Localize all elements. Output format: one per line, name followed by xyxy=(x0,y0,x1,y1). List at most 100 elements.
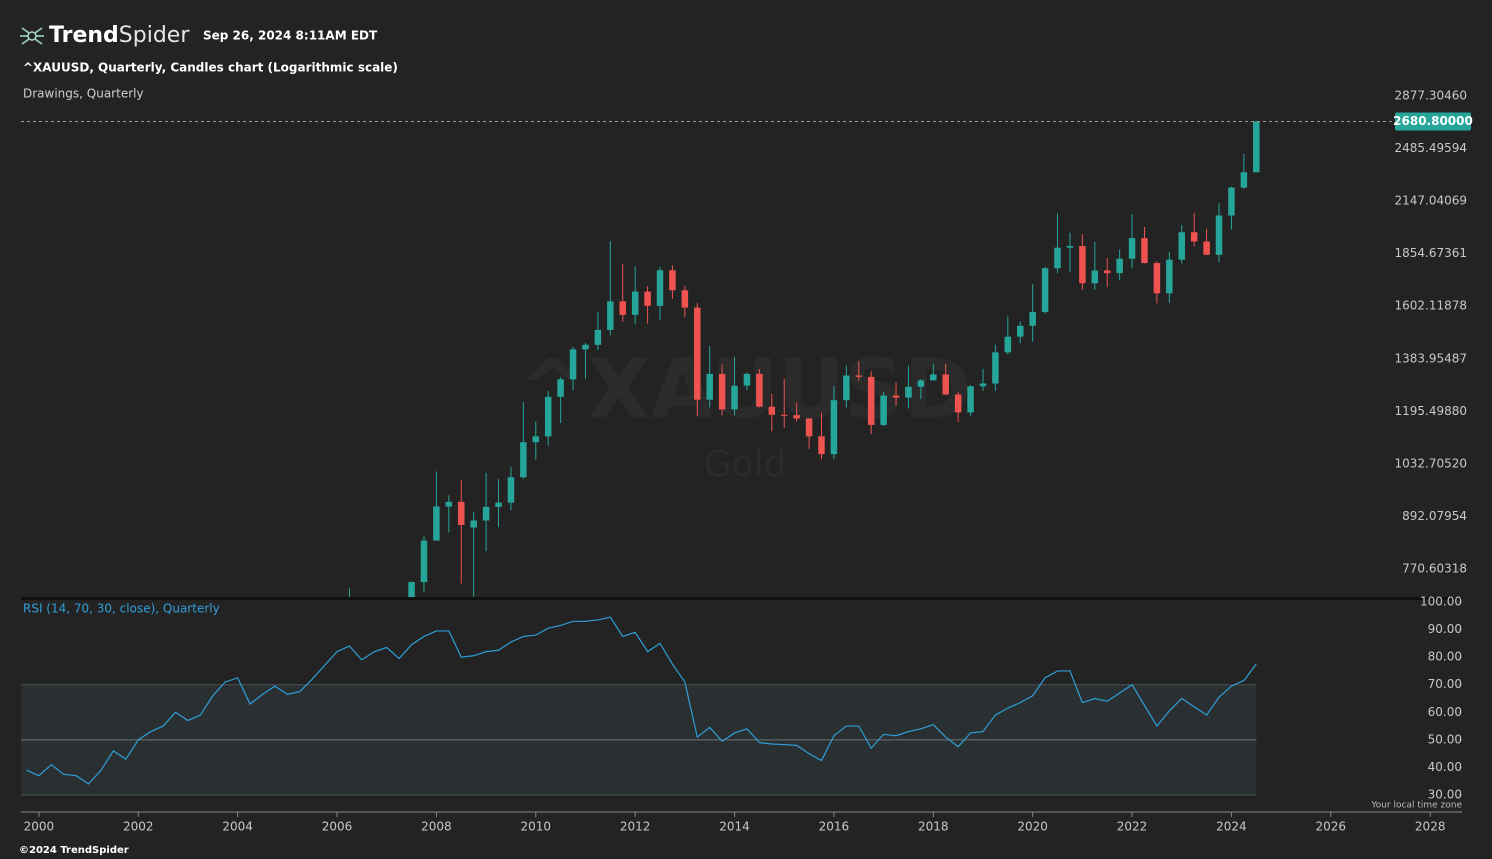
candle-body xyxy=(520,442,527,478)
candle-body xyxy=(644,291,651,306)
candle-body xyxy=(1203,241,1210,255)
candle-body xyxy=(681,290,689,308)
x-tick-label: 2008 xyxy=(421,820,452,834)
y-tick-label: 100.00 xyxy=(1420,595,1462,609)
x-tick-label: 2014 xyxy=(719,820,750,834)
candle-body xyxy=(880,395,887,425)
logo-light: Spider xyxy=(119,23,191,48)
candle-body xyxy=(495,502,502,507)
candle-body xyxy=(818,436,825,455)
candle-body xyxy=(1141,238,1148,264)
candle-body xyxy=(1178,232,1186,260)
candle-body xyxy=(731,385,738,410)
candle-body xyxy=(507,477,515,503)
candle-body xyxy=(1054,247,1061,269)
x-tick-label: 2022 xyxy=(1117,820,1148,834)
candle-body xyxy=(1079,245,1086,284)
candle-body xyxy=(408,582,415,597)
candle-body xyxy=(1041,268,1049,312)
candle-body xyxy=(905,386,912,398)
candle-body xyxy=(544,396,552,437)
candle-body xyxy=(532,436,540,443)
y-tick-label: 1854.67361 xyxy=(1394,246,1467,260)
candle-body xyxy=(892,395,900,398)
candle-body xyxy=(582,344,589,350)
y-tick-label: 70.00 xyxy=(1428,677,1462,691)
candle-body xyxy=(1029,311,1036,326)
y-tick-label: 90.00 xyxy=(1428,622,1462,636)
y-tick-label: 2147.04069 xyxy=(1394,194,1467,208)
candle-body xyxy=(718,373,726,410)
candle-body xyxy=(1091,270,1099,284)
x-tick-label: 2006 xyxy=(322,820,353,834)
candle-body xyxy=(607,301,614,330)
last-price-label: 2680.80000 xyxy=(1393,114,1473,128)
candle-body xyxy=(706,373,713,400)
x-tick-label: 2028 xyxy=(1415,820,1446,834)
candle-body xyxy=(569,349,577,380)
candle-body xyxy=(445,501,453,507)
candle-body xyxy=(805,418,813,437)
y-tick-label: 770.60318 xyxy=(1402,561,1467,575)
candle-body xyxy=(694,307,701,400)
y-tick-label: 1602.11878 xyxy=(1394,299,1467,313)
y-tick-label: 2485.49594 xyxy=(1394,141,1467,155)
candle-body xyxy=(855,375,863,377)
pane-separator xyxy=(21,597,1462,600)
candle-body xyxy=(992,352,999,384)
y-tick-label: 2877.30460 xyxy=(1394,89,1467,103)
candle-body xyxy=(867,376,875,425)
watermark: ^XAUUSD xyxy=(518,342,971,437)
candle-body xyxy=(843,375,850,401)
watermark-subtitle: Gold xyxy=(704,444,787,485)
candle-body xyxy=(930,374,937,381)
candle-body xyxy=(557,379,564,397)
chart-subtitle: Drawings, Quarterly xyxy=(23,87,144,101)
x-tick-label: 2018 xyxy=(918,820,949,834)
candle-body xyxy=(780,414,788,416)
y-tick-label: 50.00 xyxy=(1428,732,1462,746)
x-tick-label: 2026 xyxy=(1316,820,1347,834)
candle-body xyxy=(743,373,751,386)
candle-body xyxy=(1215,215,1223,255)
y-tick-label: 1195.49880 xyxy=(1394,404,1467,418)
candle-body xyxy=(954,394,962,413)
candle-body xyxy=(768,406,776,415)
candle-body xyxy=(631,291,639,315)
x-tick-label: 2016 xyxy=(819,820,850,834)
x-tick-label: 2024 xyxy=(1216,820,1247,834)
candle-body xyxy=(1228,187,1235,216)
x-tick-label: 2004 xyxy=(222,820,253,834)
y-tick-label: 1032.70520 xyxy=(1394,456,1467,470)
candle-body xyxy=(420,540,428,583)
candle-body xyxy=(1166,259,1173,294)
last-price-box xyxy=(1395,112,1471,131)
x-tick-label: 2020 xyxy=(1017,820,1048,834)
candle-body xyxy=(1153,263,1161,294)
timestamp: Sep 26, 2024 8:11AM EDT xyxy=(203,29,378,43)
copyright: ©2024 TrendSpider xyxy=(19,845,129,856)
candle-body xyxy=(1190,232,1198,242)
y-tick-label: 892.07954 xyxy=(1402,509,1467,523)
price-pane xyxy=(348,120,1260,597)
candle-body xyxy=(1066,245,1074,248)
y-tick-label: 1383.95487 xyxy=(1394,351,1467,365)
y-tick-label: 30.00 xyxy=(1428,788,1462,802)
candle-body xyxy=(482,506,490,521)
y-tick-label: 80.00 xyxy=(1428,650,1462,664)
candle-body xyxy=(942,374,949,395)
logo: TrendSpider xyxy=(49,23,190,48)
logo-bold: Trend xyxy=(49,23,119,48)
x-tick-label: 2000 xyxy=(24,820,55,834)
x-tick-label: 2012 xyxy=(620,820,651,834)
candle-body xyxy=(1116,258,1123,274)
rsi-title: RSI (14, 70, 30, close), Quarterly xyxy=(23,602,220,616)
logo-icon xyxy=(20,27,44,45)
candle-body xyxy=(1128,238,1136,259)
candle-body xyxy=(433,506,440,541)
candle-body xyxy=(830,400,838,455)
candle-body xyxy=(1004,336,1012,353)
y-tick-label: 60.00 xyxy=(1428,705,1462,719)
